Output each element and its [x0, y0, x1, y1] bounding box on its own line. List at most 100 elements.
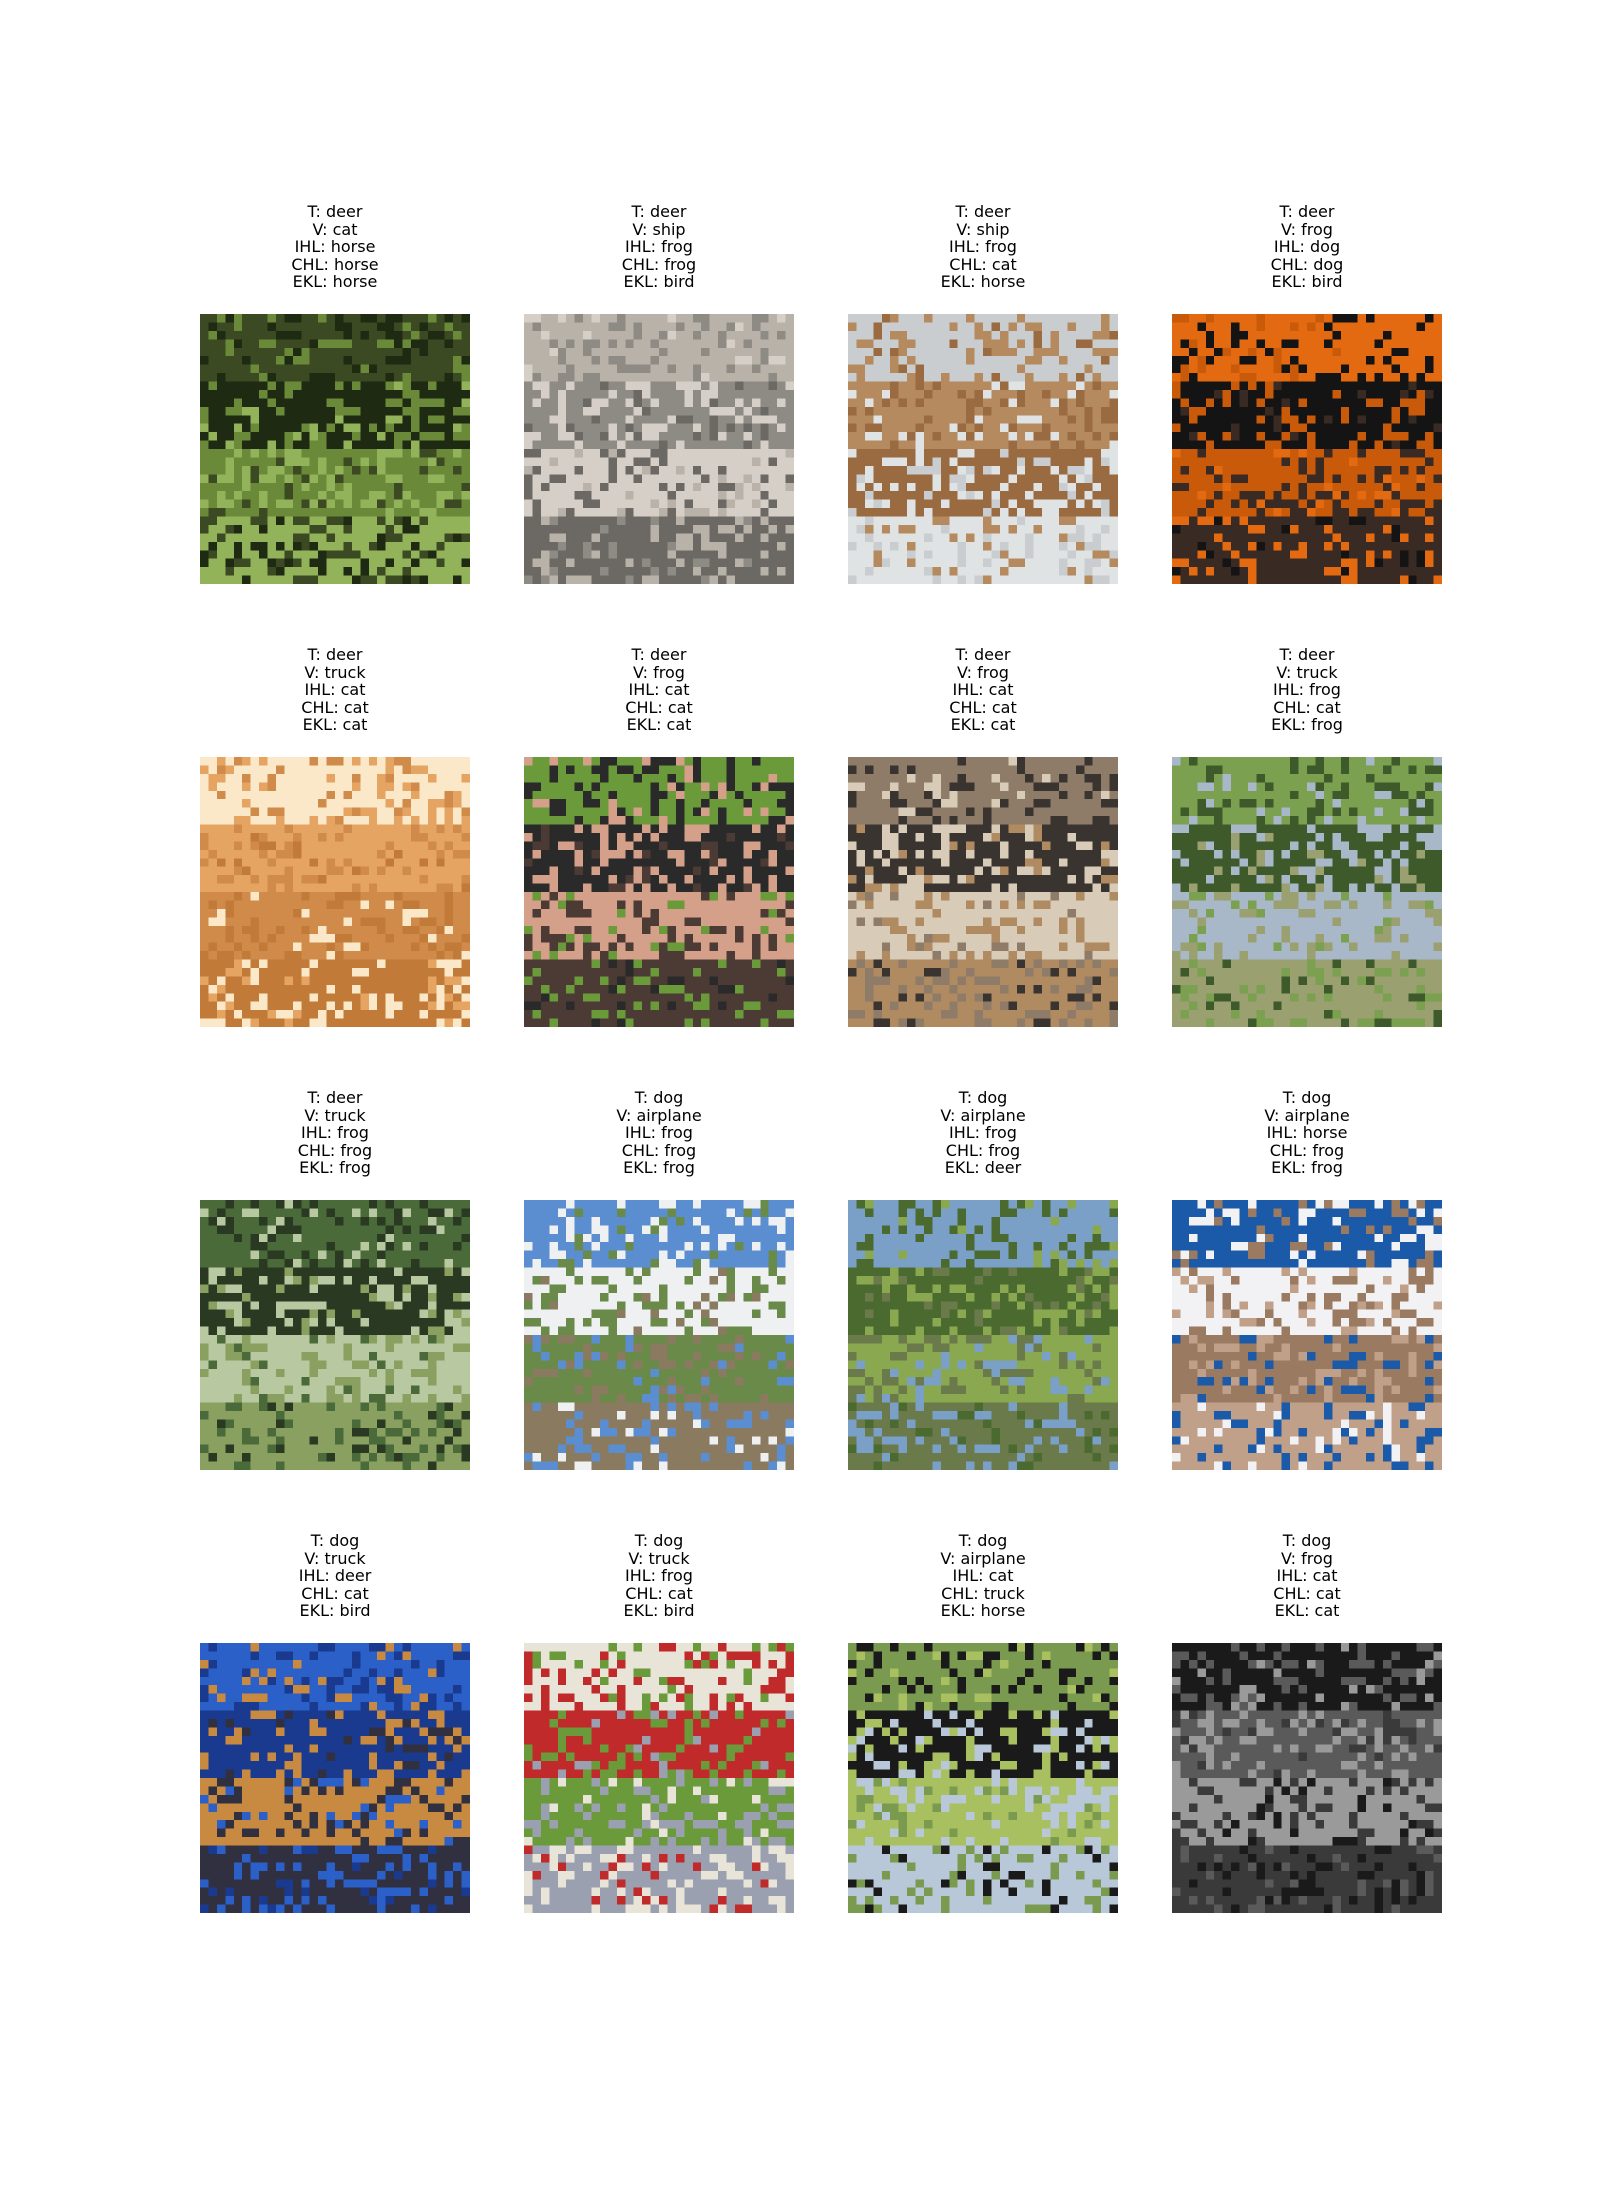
caption-line: IHL: cat	[628, 680, 690, 699]
caption-line: EKL: frog	[1271, 1158, 1343, 1177]
dog-on-rocks-blue-sky-photo	[1172, 1200, 1442, 1470]
caption-line: IHL: frog	[625, 1123, 693, 1142]
caption-line: IHL: frog	[949, 237, 1017, 256]
panel-caption: T: deer V: truck IHL: cat CHL: cat EKL: cat	[200, 646, 470, 734]
caption-line: CHL: cat	[301, 697, 369, 717]
caption-line: T: deer	[307, 202, 363, 221]
panel-caption: T: deer V: truck IHL: frog CHL: frog EKL: fr…	[200, 1089, 470, 1177]
forest-field-photo	[200, 1200, 470, 1470]
caption-line: CHL: dog	[1270, 254, 1344, 274]
caption-line: IHL: dog	[1273, 237, 1341, 256]
caption-line: IHL: cat	[1276, 1566, 1338, 1585]
caption-line: EKL: frog	[1271, 715, 1343, 734]
caption-line: EKL: frog	[623, 1158, 695, 1177]
caption-line: IHL: horse	[1266, 1123, 1348, 1142]
caption-line: IHL: horse	[294, 237, 376, 256]
caption-line: V: truck	[304, 1548, 366, 1568]
panel-caption: T: deer V: frog IHL: cat CHL: cat EKL: cat	[524, 646, 794, 734]
caption-line: V: truck	[1276, 662, 1338, 682]
caption-line: CHL: frog	[945, 1140, 1021, 1160]
caption-line: V: frog	[1281, 1548, 1333, 1568]
caption-line: T: dog	[958, 1088, 1008, 1107]
caption-line: IHL: cat	[304, 680, 366, 699]
panel-caption: T: dog V: airplane IHL: horse CHL: frog EKL:…	[1172, 1089, 1442, 1177]
caption-line: CHL: cat	[1273, 697, 1341, 717]
caption-line: CHL: horse	[291, 254, 379, 274]
caption-line: EKL: deer	[944, 1158, 1022, 1177]
caption-line: T: deer	[307, 645, 363, 664]
caption-line: T: dog	[634, 1531, 684, 1550]
caption-line: IHL: deer	[298, 1566, 372, 1585]
caption-line: V: truck	[628, 1548, 690, 1568]
caption-line: CHL: truck	[941, 1583, 1025, 1603]
caption-line: V: airplane	[1264, 1105, 1350, 1125]
caption-line: T: deer	[1279, 202, 1335, 221]
caption-line: EKL: cat	[950, 715, 1016, 734]
panel-caption: T: deer V: ship IHL: frog CHL: cat EKL: hors…	[848, 203, 1118, 291]
caption-line: V: airplane	[616, 1105, 702, 1125]
caption-line: CHL: cat	[625, 697, 693, 717]
caption-line: T: dog	[1282, 1088, 1332, 1107]
caption-line: CHL: cat	[949, 697, 1017, 717]
caption-line: EKL: bird	[623, 272, 695, 291]
caption-line: CHL: cat	[949, 254, 1017, 274]
deer-in-forest-photo	[200, 314, 470, 584]
caption-line: CHL: cat	[301, 1583, 369, 1603]
grayscale-dog-face-photo	[1172, 1643, 1442, 1913]
caption-line: EKL: cat	[1274, 1601, 1340, 1620]
legs-on-grass-photo	[524, 757, 794, 1027]
caption-line: V: airplane	[940, 1548, 1026, 1568]
panel-caption: T: deer V: frog IHL: cat CHL: cat EKL: cat	[848, 646, 1118, 734]
caption-line: EKL: bird	[623, 1601, 695, 1620]
caption-line: EKL: bird	[299, 1601, 371, 1620]
caption-line: CHL: frog	[297, 1140, 373, 1160]
caption-line: V: ship	[956, 219, 1010, 239]
gray-furry-animal-photo	[524, 314, 794, 584]
caption-line: V: frog	[1281, 219, 1333, 239]
caption-line: CHL: frog	[621, 1140, 697, 1160]
panel-caption: T: deer V: ship IHL: frog CHL: frog EKL: bir…	[524, 203, 794, 291]
panel-caption: T: dog V: airplane IHL: frog CHL: frog EKL: …	[848, 1089, 1118, 1177]
caption-line: T: deer	[955, 645, 1011, 664]
green-hillside-photo	[848, 1200, 1118, 1470]
caption-line: EKL: bird	[1271, 272, 1343, 291]
panel-caption: T: dog V: truck IHL: deer CHL: cat EKL: bird	[200, 1532, 470, 1620]
animals-group-photo	[848, 757, 1118, 1027]
black-dogs-on-grass-photo	[848, 1643, 1118, 1913]
caption-line: T: deer	[631, 645, 687, 664]
caption-line: T: dog	[1282, 1531, 1332, 1550]
panel-caption: T: deer V: truck IHL: frog CHL: cat EKL: fro…	[1172, 646, 1442, 734]
caption-line: T: dog	[634, 1088, 684, 1107]
panel-caption: T: dog V: airplane IHL: cat CHL: truck EKL: …	[848, 1532, 1118, 1620]
dogs-collage-photo	[524, 1643, 794, 1913]
orange-desert-landscape-photo	[200, 757, 470, 1027]
brown-animal-on-shore-photo	[848, 314, 1118, 584]
caption-line: T: dog	[958, 1531, 1008, 1550]
caption-line: T: deer	[307, 1088, 363, 1107]
caption-line: IHL: frog	[625, 237, 693, 256]
caption-line: EKL: cat	[626, 715, 692, 734]
caption-line: CHL: frog	[1269, 1140, 1345, 1160]
caption-line: V: ship	[632, 219, 686, 239]
caption-line: IHL: frog	[625, 1566, 693, 1585]
caption-line: IHL: cat	[952, 1566, 1014, 1585]
caption-line: V: frog	[957, 662, 1009, 682]
caption-line: EKL: horse	[940, 1601, 1026, 1620]
panel-caption: T: dog V: truck IHL: frog CHL: cat EKL: bird	[524, 1532, 794, 1620]
caption-line: IHL: frog	[949, 1123, 1017, 1142]
caption-line: EKL: cat	[302, 715, 368, 734]
caption-line: CHL: cat	[625, 1583, 693, 1603]
caption-line: EKL: horse	[940, 272, 1026, 291]
caption-line: T: dog	[310, 1531, 360, 1550]
black-tshirt-orange-background-photo	[1172, 314, 1442, 584]
car-among-trees-photo	[1172, 757, 1442, 1027]
panel-caption: T: dog V: airplane IHL: frog CHL: frog EKL: …	[524, 1089, 794, 1177]
mountain-valley-photo	[524, 1200, 794, 1470]
caption-line: IHL: frog	[1273, 680, 1341, 699]
caption-line: V: truck	[304, 662, 366, 682]
caption-line: V: airplane	[940, 1105, 1026, 1125]
panel-caption: T: deer V: cat IHL: horse CHL: horse EKL: ho…	[200, 203, 470, 291]
caption-line: V: frog	[633, 662, 685, 682]
caption-line: CHL: frog	[621, 254, 697, 274]
caption-line: V: truck	[304, 1105, 366, 1125]
